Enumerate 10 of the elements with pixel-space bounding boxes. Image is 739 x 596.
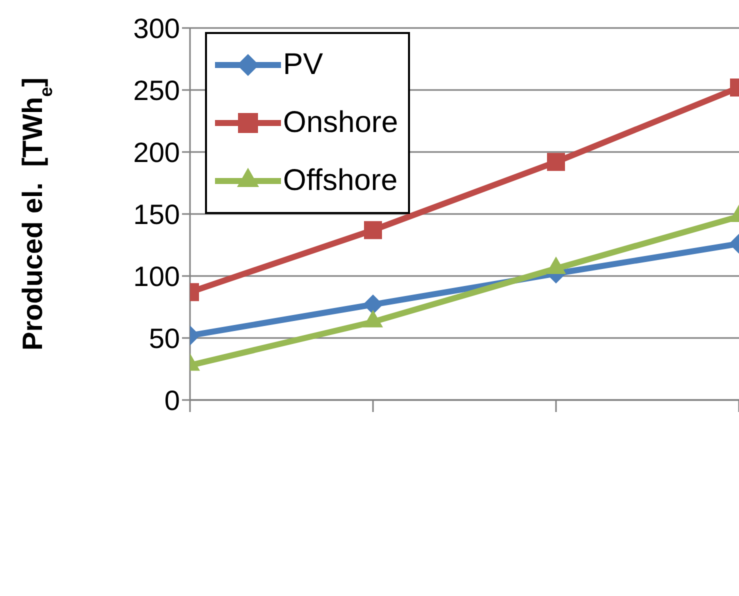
- y-tick-label: 200: [133, 136, 180, 168]
- y-tick-label: 250: [133, 74, 180, 106]
- legend-label: PV: [283, 48, 324, 82]
- legend-label: Offshore: [283, 164, 398, 198]
- y-tick-label: 150: [133, 198, 180, 230]
- y-tick-label: 300: [133, 12, 180, 44]
- y-tick-label: 0: [164, 384, 180, 416]
- legend-label: Onshore: [283, 106, 398, 140]
- y-tick-label: 100: [133, 260, 180, 292]
- y-tick-label: 50: [148, 322, 180, 354]
